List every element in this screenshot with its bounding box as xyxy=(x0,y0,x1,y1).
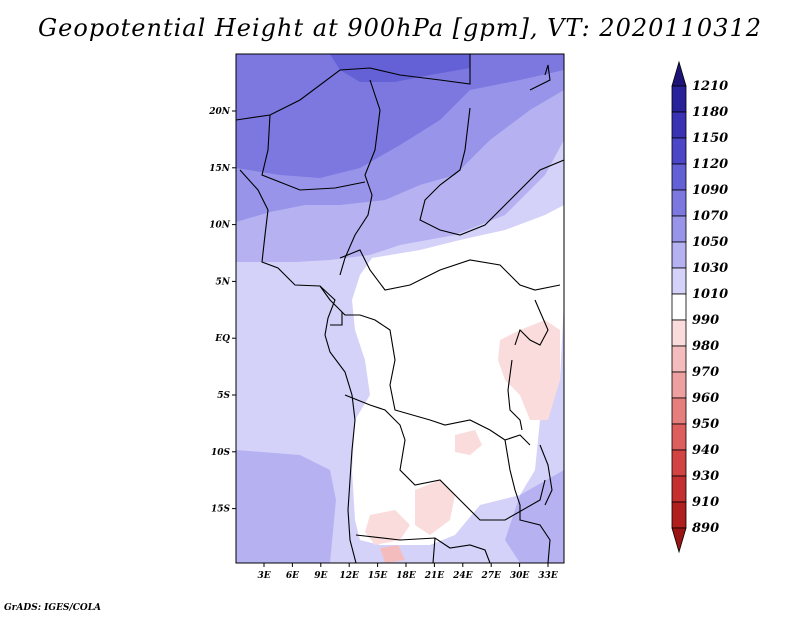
border-namibia xyxy=(355,534,491,563)
colorbar-cell xyxy=(671,449,687,477)
colorbar-label: 910 xyxy=(692,495,719,510)
field-patch-970 xyxy=(380,545,405,563)
colorbar-cell xyxy=(671,293,687,321)
colorbar-cell xyxy=(671,397,687,425)
colorbar-label: 950 xyxy=(692,417,719,432)
lon-tick-label: 6E xyxy=(286,571,299,581)
colorbar-label: 1180 xyxy=(692,105,728,120)
border-car xyxy=(339,249,561,291)
lat-tick-label: 10N xyxy=(209,221,231,231)
border-sudan xyxy=(419,107,564,236)
colorbar-label: 960 xyxy=(692,391,719,406)
lon-tick-label: 27E xyxy=(481,571,502,581)
border-zambia xyxy=(504,439,551,563)
map-boundaries xyxy=(236,54,564,563)
colorbar-cell xyxy=(671,85,687,113)
footer-credit: GrADS: IGES/COLA xyxy=(4,603,102,613)
colorbar-label: 980 xyxy=(692,339,719,354)
border-botswana xyxy=(432,537,436,563)
lat-tick-label: 15S xyxy=(211,505,231,515)
field-patch-980-center xyxy=(455,430,482,455)
colorbar-cell xyxy=(671,189,687,217)
lat-tick-label: 5N xyxy=(216,277,231,287)
lat-tick-label: 20N xyxy=(208,107,231,117)
colorbar-cell xyxy=(671,475,687,503)
colorbar-label: 890 xyxy=(692,521,719,536)
colorbar-label: 1070 xyxy=(692,209,728,224)
lon-tick-label: 3E xyxy=(257,571,270,581)
border-sahel xyxy=(236,54,471,121)
lon-tick-label: 30E xyxy=(510,571,530,581)
colorbar-cell xyxy=(671,319,687,347)
latitude-axis: 20N 15N 10N 5N EQ 5S 10S 15S xyxy=(208,107,236,515)
colorbar-cell xyxy=(671,111,687,139)
colorbar-label: 990 xyxy=(692,313,719,328)
lon-tick-label: 33E xyxy=(538,571,558,581)
field-band-ocean-south xyxy=(236,450,336,563)
colorbar-cell xyxy=(671,371,687,399)
lat-tick-label: 15N xyxy=(209,164,231,174)
border-niger xyxy=(261,114,366,191)
field-band-990 xyxy=(352,205,564,545)
border-congo xyxy=(319,285,531,446)
lat-tick-label: 10S xyxy=(211,448,231,458)
lon-tick-label: 9E xyxy=(314,571,327,581)
colorbar-label: 1050 xyxy=(692,235,728,250)
lon-tick-label: 24E xyxy=(452,571,473,581)
colorbar-label: 970 xyxy=(692,365,719,380)
colorbar-cell xyxy=(671,267,687,295)
colorbar-cell xyxy=(671,345,687,373)
colorbar-label: 1090 xyxy=(692,183,728,198)
field-band-1070 xyxy=(236,54,564,178)
field-patch-980-south xyxy=(415,480,455,535)
colorbar-cell xyxy=(671,241,687,269)
lon-tick-label: 15E xyxy=(368,571,388,581)
border-angola xyxy=(344,394,546,521)
colorbar-cell xyxy=(671,501,687,529)
colorbar-label: 1010 xyxy=(692,287,728,302)
colorbar-cell xyxy=(671,215,687,243)
figure-title: Geopotential Height at 900hPa [gpm], VT:… xyxy=(38,14,762,42)
lat-tick-label: EQ xyxy=(214,334,230,344)
field-band-1090 xyxy=(330,54,470,82)
colorbar-label: 1150 xyxy=(692,131,728,146)
colorbar-cell xyxy=(671,163,687,191)
lon-tick-label: 18E xyxy=(396,571,416,581)
border-chad xyxy=(339,79,381,276)
coastline-west xyxy=(239,169,357,563)
map-frame xyxy=(235,53,565,564)
lake-victoria-region xyxy=(514,299,549,346)
lake-tanganyika xyxy=(507,359,523,431)
colorbar-top-arrow xyxy=(671,60,687,87)
colorbar: 1210 1180 1150 1120 1090 1070 1050 1030 1010 990 9… xyxy=(671,60,728,554)
colorbar-label: 940 xyxy=(692,443,719,458)
lon-tick-label: 12E xyxy=(340,571,360,581)
lon-tick-label: 21E xyxy=(424,571,445,581)
field-patch-980-east xyxy=(498,320,560,420)
coast-red-sea xyxy=(529,64,551,91)
longitude-axis: 3E 6E 9E 12E 15E 18E 21E 24E 27E 30E 33E xyxy=(257,563,558,581)
colorbar-label: 1210 xyxy=(692,79,728,94)
colorbar-label: 1120 xyxy=(692,157,728,172)
border-gabon xyxy=(330,312,343,326)
colorbar-bottom-arrow xyxy=(671,527,687,554)
field-patch-980-sw xyxy=(365,510,410,545)
lat-tick-label: 5S xyxy=(217,391,230,401)
colorbar-cell xyxy=(671,137,687,165)
colorbar-label: 930 xyxy=(692,469,719,484)
colorbar-cell xyxy=(671,423,687,451)
colorbar-label: 1030 xyxy=(692,261,728,276)
lake-malawi xyxy=(539,444,553,506)
map-field xyxy=(236,54,564,563)
